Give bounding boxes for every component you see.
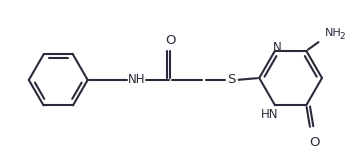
Text: O: O xyxy=(165,34,175,47)
Text: HN: HN xyxy=(261,108,279,122)
Text: 2: 2 xyxy=(340,32,345,41)
Text: S: S xyxy=(228,73,236,86)
Text: N: N xyxy=(273,41,281,54)
Text: NH: NH xyxy=(325,28,342,38)
Text: O: O xyxy=(309,136,319,149)
Text: NH: NH xyxy=(128,73,145,86)
